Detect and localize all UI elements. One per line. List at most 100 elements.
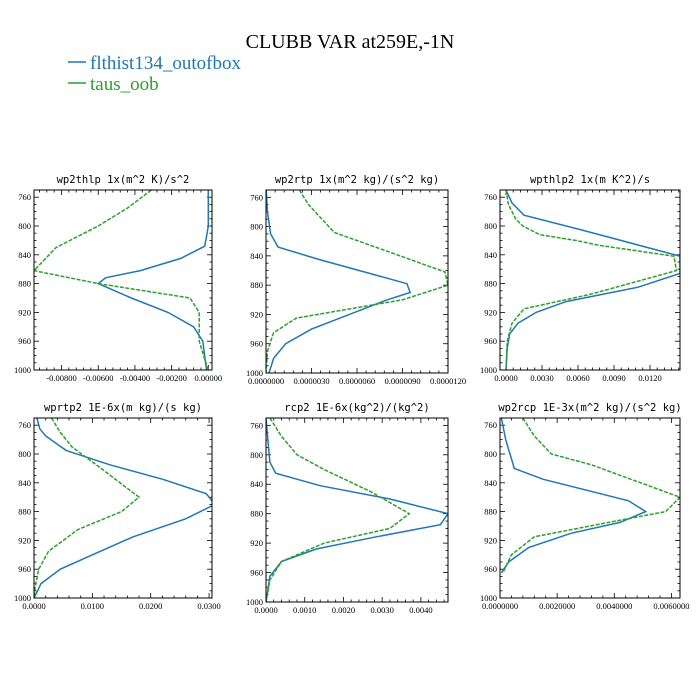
panel-1: wp2thlp 1x(m^2 K)/s^2 760 800 840 880 920 960 1… [14,174,222,383]
y-tick-label: 960 [250,339,263,349]
panel-title: wp2thlp 1x(m^2 K)/s^2 [57,174,190,186]
legend: flthist134_outofbox taus_oob [68,53,241,95]
panel-title: rcp2 1E-6x(kg^2)/(kg^2) [284,402,429,414]
legend-label-flthist134: flthist134_outofbox [90,53,241,74]
y-tick-label: 880 [18,507,31,517]
y-tick-label: 840 [484,250,497,260]
x-tick-label: -0.00400 [120,373,150,383]
figure-title: CLUBB VAR at259E,-1N [246,31,455,53]
series-line-flthist134 [500,418,648,574]
plot-frame [499,189,681,371]
series-line-taus-oob [34,190,210,370]
y-tick-label: 840 [250,479,263,489]
y-tick-label: 840 [18,478,31,488]
plot-frame [33,189,213,371]
legend-label-taus-oob: taus_oob [90,74,159,95]
y-tick-label: 1000 [246,597,263,607]
y-tick-label: 920 [250,309,263,319]
x-tick-label: -0.00200 [156,373,186,383]
plot-frame [33,417,213,599]
y-tick-label: 800 [250,222,263,232]
x-tick-label: 0.0000060 [339,376,375,386]
x-tick-label: -0.00800 [46,373,76,383]
panel-6: wp2rcp 1E-3x(m^2 kg)/(s^2 kg)760 800 840 88… [480,402,689,611]
y-tick-label: 920 [250,538,263,548]
y-tick-label: 1000 [480,365,497,375]
x-tick-label: 0.0000 [254,605,277,615]
y-tick-label: 760 [18,420,31,430]
plot-frame [265,417,449,603]
y-tick-label: 880 [484,507,497,517]
panel-grid: wp2thlp 1x(m^2 K)/s^2 760 800 840 880 920 960 1… [14,174,689,615]
panel-title: wpthlp2 1x(m K^2)/s [530,174,650,186]
y-tick-label: 1000 [14,593,31,603]
x-tick-label: 0.0040000 [596,601,632,611]
y-tick-label: 760 [250,420,263,430]
y-tick-label: 760 [484,420,497,430]
y-tick-label: 920 [484,307,497,317]
panel-5: rcp2 1E-6x(kg^2)/(kg^2) 760 800 840 880 920 96… [246,402,449,615]
y-tick-label: 800 [484,449,497,459]
series-line-flthist134 [266,190,412,373]
panel-title: wp2rcp 1E-3x(m^2 kg)/(s^2 kg) [498,402,681,414]
series-line-taus-oob [266,418,411,602]
panel-title: wp2rtp 1x(m^2 kg)/(s^2 kg) [275,174,439,186]
y-tick-label: 880 [484,279,497,289]
x-tick-label: 0.0020000 [539,601,575,611]
y-tick-label: 800 [18,449,31,459]
y-tick-label: 920 [18,535,31,545]
x-tick-label: 0.0030 [370,605,393,615]
y-tick-label: 920 [484,535,497,545]
x-tick-label: 0.0040 [409,605,432,615]
plot-frame [265,189,449,374]
series-line-taus-oob [502,418,680,574]
panel-title: wprtp2 1E-6x(m kg)/(s kg) [44,402,202,414]
y-tick-label: 760 [250,192,263,202]
x-tick-label: 0.0000 [22,601,45,611]
x-tick-label: 0.0000000 [482,601,518,611]
x-tick-label: 0.0300 [197,601,220,611]
y-tick-label: 760 [484,192,497,202]
x-tick-label: 0.0090 [602,373,625,383]
x-tick-label: 0.0020 [332,605,355,615]
x-tick-label: -0.00600 [83,373,113,383]
y-tick-label: 880 [18,279,31,289]
panel-2: wp2rtp 1x(m^2 kg)/(s^2 kg) 760 800 840 880 92… [246,174,466,386]
y-tick-label: 880 [250,280,263,290]
x-tick-label: 0.0000 [494,373,517,383]
panel-3: wpthlp2 1x(m K^2)/s 760 800 840 880 920 960 100… [480,174,681,383]
x-tick-label: 0.0000030 [293,376,329,386]
y-tick-label: 800 [250,450,263,460]
y-tick-label: 800 [484,221,497,231]
series-line-flthist134 [266,418,448,602]
series-line-taus-oob [266,190,448,373]
x-tick-label: 0.0000090 [384,376,420,386]
series-line-taus-oob [34,418,141,598]
x-tick-label: 0.0060 [566,373,589,383]
series-line-flthist134 [96,190,210,370]
x-tick-label: 0.0000120 [430,376,466,386]
y-tick-label: 840 [484,478,497,488]
y-tick-label: 840 [18,250,31,260]
series-line-taus-oob [505,190,678,370]
y-tick-label: 960 [484,336,497,346]
y-tick-label: 840 [250,251,263,261]
y-tick-label: 760 [18,192,31,202]
y-tick-label: 960 [18,564,31,574]
y-tick-label: 920 [18,307,31,317]
series-line-flthist134 [505,190,680,370]
y-tick-label: 960 [484,564,497,574]
x-tick-label: 0.0010 [293,605,316,615]
y-tick-label: 1000 [480,593,497,603]
y-tick-label: 800 [18,221,31,231]
x-tick-label: 0.00000 [195,373,223,383]
x-tick-label: 0.0060000 [653,601,689,611]
x-tick-label: 0.0100 [81,601,104,611]
x-tick-label: 0.0120 [638,373,661,383]
x-tick-label: 0.0200 [139,601,162,611]
plot-frame [499,417,681,599]
y-tick-label: 960 [250,568,263,578]
y-tick-label: 1000 [246,368,263,378]
x-tick-label: 0.0000000 [248,376,284,386]
